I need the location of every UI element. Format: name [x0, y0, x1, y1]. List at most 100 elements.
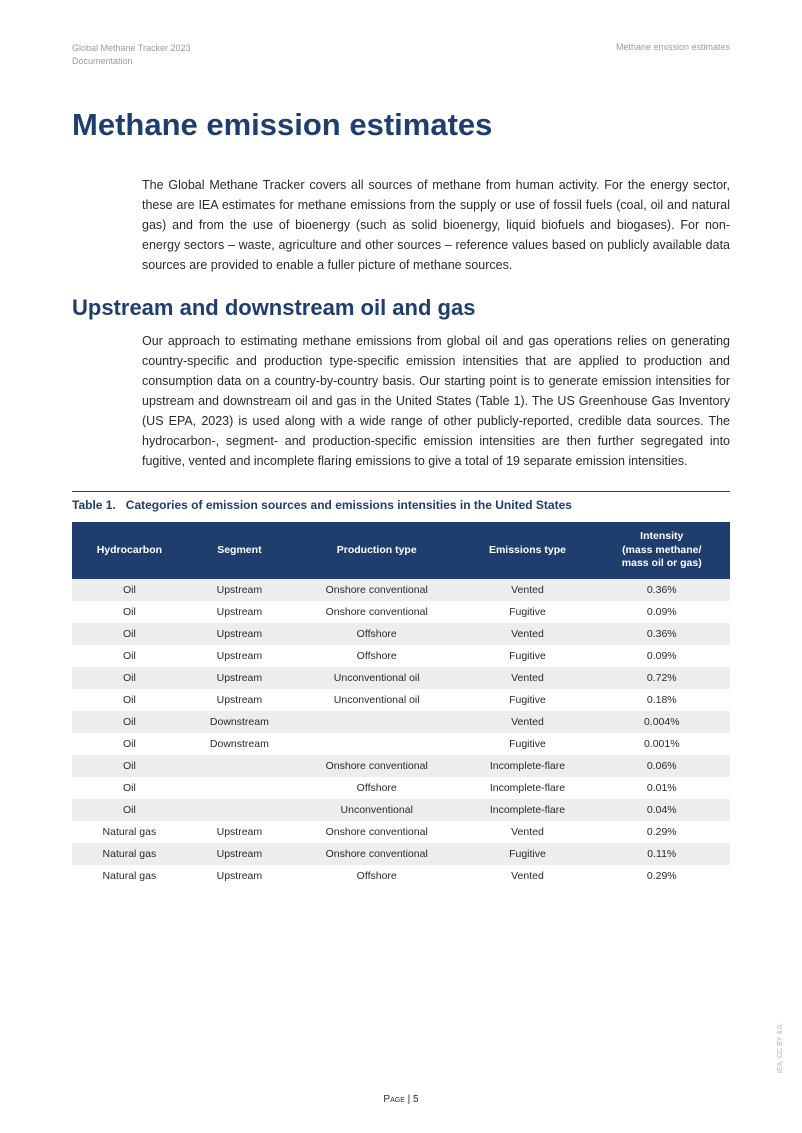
table-cell: 0.01% — [594, 777, 730, 799]
table-cell: Oil — [72, 755, 187, 777]
table-cell: Oil — [72, 689, 187, 711]
table-cell: Natural gas — [72, 843, 187, 865]
table-cell: Upstream — [187, 645, 292, 667]
header-left: Global Methane Tracker 2023 Documentatio… — [72, 42, 191, 67]
header-left-line2: Documentation — [72, 55, 191, 68]
table-body: OilUpstreamOnshore conventionalVented0.3… — [72, 579, 730, 887]
table-cell: 0.001% — [594, 733, 730, 755]
table-row: OilUpstreamOnshore conventionalFugitive0… — [72, 601, 730, 623]
table-cell: 0.09% — [594, 601, 730, 623]
table-cell: 0.004% — [594, 711, 730, 733]
table-cell: Oil — [72, 667, 187, 689]
table-row: Natural gasUpstreamOffshoreVented0.29% — [72, 865, 730, 887]
table-cell: 0.72% — [594, 667, 730, 689]
table-column-header: Production type — [292, 522, 461, 579]
table-row: OilUpstreamOffshoreFugitive0.09% — [72, 645, 730, 667]
table-cell: Oil — [72, 799, 187, 821]
table-cell: Fugitive — [461, 733, 593, 755]
table-cell: Onshore conventional — [292, 755, 461, 777]
table-cell: Upstream — [187, 821, 292, 843]
table-cell: Vented — [461, 579, 593, 601]
table-cell: Onshore conventional — [292, 821, 461, 843]
table-cell: Vented — [461, 667, 593, 689]
table-column-header: Intensity(mass methane/mass oil or gas) — [594, 522, 730, 579]
table-cell: 0.09% — [594, 645, 730, 667]
table-column-header: Emissions type — [461, 522, 593, 579]
table-row: OilOffshoreIncomplete-flare0.01% — [72, 777, 730, 799]
section-heading: Upstream and downstream oil and gas — [72, 295, 730, 321]
table-cell: 0.36% — [594, 623, 730, 645]
table-cell: Upstream — [187, 689, 292, 711]
table-cell: Vented — [461, 623, 593, 645]
table-cell — [187, 755, 292, 777]
table-cell: Fugitive — [461, 689, 593, 711]
table-cell: Natural gas — [72, 865, 187, 887]
table-cell: Upstream — [187, 601, 292, 623]
table-cell: Offshore — [292, 645, 461, 667]
table-cell: 0.06% — [594, 755, 730, 777]
table-cell: Oil — [72, 645, 187, 667]
table-cell — [292, 711, 461, 733]
table-cell: Upstream — [187, 579, 292, 601]
table-cell — [187, 777, 292, 799]
table-cell: Incomplete-flare — [461, 755, 593, 777]
page-header: Global Methane Tracker 2023 Documentatio… — [72, 42, 730, 67]
table-cell: Fugitive — [461, 645, 593, 667]
table-cell: Oil — [72, 711, 187, 733]
table-cell: Vented — [461, 711, 593, 733]
table-row: OilUpstreamOnshore conventionalVented0.3… — [72, 579, 730, 601]
table-row: OilUpstreamUnconventional oilVented0.72% — [72, 667, 730, 689]
table-cell: Unconventional oil — [292, 667, 461, 689]
intro-paragraph: The Global Methane Tracker covers all so… — [142, 175, 730, 275]
table-row: Natural gasUpstreamOnshore conventionalV… — [72, 821, 730, 843]
section-paragraph: Our approach to estimating methane emiss… — [142, 331, 730, 471]
table-header: HydrocarbonSegmentProduction typeEmissio… — [72, 522, 730, 579]
table-row: Oil Onshore conventionalIncomplete-flare0… — [72, 755, 730, 777]
header-left-line1: Global Methane Tracker 2023 — [72, 42, 191, 55]
table-cell: Offshore — [292, 865, 461, 887]
table-cell: Offshore — [292, 777, 461, 799]
table-cell: Downstream — [187, 711, 292, 733]
table-column-header: Hydrocarbon — [72, 522, 187, 579]
table-cell: Upstream — [187, 843, 292, 865]
table-row: OilDownstream Fugitive0.001% — [72, 733, 730, 755]
table-caption: Table 1. Categories of emission sources … — [72, 491, 730, 512]
table-cell — [292, 733, 461, 755]
table-cell: 0.04% — [594, 799, 730, 821]
table-cell: Upstream — [187, 865, 292, 887]
table-cell: Natural gas — [72, 821, 187, 843]
table-row: OilUpstreamUnconventional oilFugitive0.1… — [72, 689, 730, 711]
table-cell: Upstream — [187, 667, 292, 689]
table-cell: Incomplete-flare — [461, 777, 593, 799]
table-cell: Offshore — [292, 623, 461, 645]
table-cell: Vented — [461, 865, 593, 887]
table-row: Natural gasUpstreamOnshore conventionalF… — [72, 843, 730, 865]
page-footer: Page | 5 — [0, 1094, 802, 1105]
table-cell: Onshore conventional — [292, 579, 461, 601]
table-column-header: Segment — [187, 522, 292, 579]
emissions-table: HydrocarbonSegmentProduction typeEmissio… — [72, 522, 730, 887]
table-cell: 0.29% — [594, 821, 730, 843]
table-cell: 0.36% — [594, 579, 730, 601]
table-cell: Incomplete-flare — [461, 799, 593, 821]
table-cell: Fugitive — [461, 601, 593, 623]
table-row: OilDownstream Vented0.004% — [72, 711, 730, 733]
table-cell: 0.18% — [594, 689, 730, 711]
header-right: Methane emission estimates — [616, 42, 730, 67]
table-row: OilUpstreamOffshoreVented0.36% — [72, 623, 730, 645]
table-label: Table 1. — [72, 498, 116, 512]
table-cell: Vented — [461, 821, 593, 843]
table-cell: Onshore conventional — [292, 843, 461, 865]
table-cell — [187, 799, 292, 821]
table-cell: Downstream — [187, 733, 292, 755]
table-cell: Fugitive — [461, 843, 593, 865]
table-cell: 0.29% — [594, 865, 730, 887]
table-cell: Oil — [72, 733, 187, 755]
table-cell: Onshore conventional — [292, 601, 461, 623]
table-cell: Unconventional oil — [292, 689, 461, 711]
table-title: Categories of emission sources and emiss… — [126, 498, 730, 512]
table-cell: Oil — [72, 601, 187, 623]
table-row: OilUnconventionalIncomplete-flare0.04% — [72, 799, 730, 821]
table-cell: 0.11% — [594, 843, 730, 865]
side-credit: IEA. CC BY 4.0. — [777, 1023, 784, 1073]
